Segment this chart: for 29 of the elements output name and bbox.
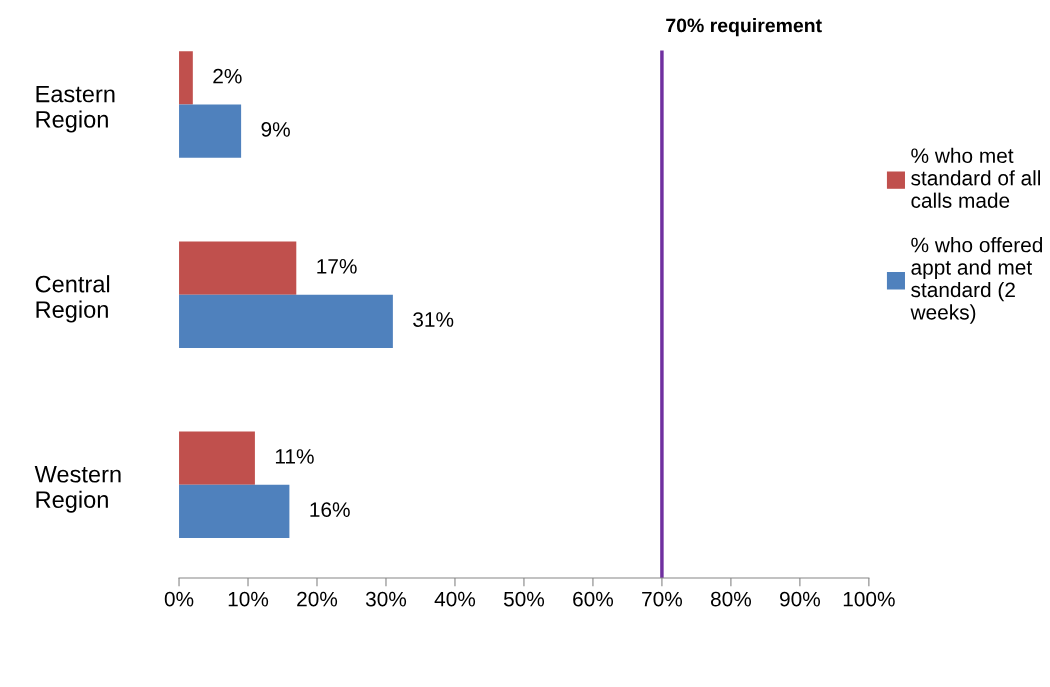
text: 11% (275, 449, 314, 464)
y-tick-label: Western Region (34, 466, 121, 513)
x-tick-label: 20% (297, 591, 338, 607)
y-tick-label: Central Region (35, 275, 110, 323)
x-tick-label: 90% (780, 591, 820, 607)
text: 9% (261, 122, 290, 137)
text: 17% (317, 259, 357, 274)
x-tick-label: 100% (843, 591, 895, 607)
bar (179, 431, 255, 485)
bar (179, 294, 393, 348)
x-tick-label: 40% (434, 591, 476, 607)
x-tick-label: 30% (365, 591, 407, 607)
x-tick-label: 70% (642, 591, 683, 607)
bar (179, 51, 193, 105)
x-tick-label: 80% (710, 591, 752, 607)
text: 16% (310, 502, 350, 518)
x-tick-label: 0% (164, 591, 194, 607)
x-tick-label: 60% (573, 591, 614, 607)
ref-line-label: 70% requirement (666, 18, 822, 37)
bar (179, 104, 242, 158)
x-tick-label: 50% (503, 591, 545, 607)
x-tick-label: 10% (228, 591, 269, 607)
bar (179, 484, 290, 539)
text: 31% (413, 312, 454, 327)
y-tick-label: Eastern Region (36, 85, 115, 133)
text: 2% (213, 68, 242, 84)
bar (179, 241, 297, 295)
legend-label: % who met standard of all calls made (911, 147, 1041, 208)
legend-label: % who offered appt and met standard (2 weeks) (910, 237, 1043, 324)
